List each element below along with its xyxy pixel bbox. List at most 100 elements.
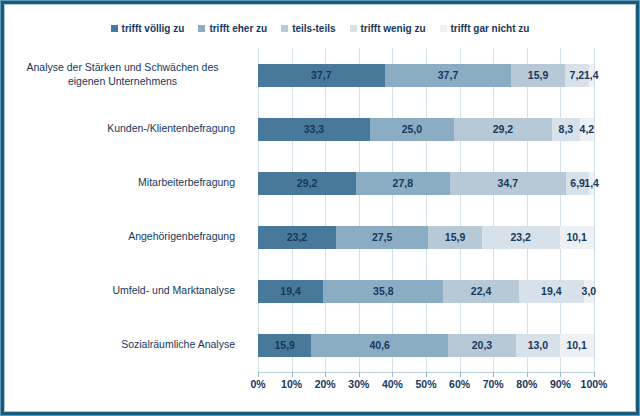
bar-segment: 15,9 [511,64,564,87]
x-axis-tick-label: 60% [449,378,470,390]
category-label-text: Sozialräumliche Analyse [121,338,235,352]
category-label-text: Kunden-/Klientenbefragung [107,122,235,136]
legend-item: trifft eher zu [198,23,267,34]
stacked-bar: 23,2 27,5 15,9 23,2 10,1 [258,226,594,249]
bar-segment-value: 34,7 [498,177,518,189]
bar-segment-value: 37,7 [311,69,331,81]
x-axis-tick-label: 70% [483,378,504,390]
category-label: Mitarbeiterbefragung [10,156,235,210]
bar-segment: 15,9 [428,226,481,249]
bar-segment: 27,5 [336,226,428,249]
bar-segment: 3,0 [584,280,594,303]
x-axis-tick-label: 10% [281,378,302,390]
axis-tick [560,372,561,377]
bar-rows: 37,737,715,97,21,433,325,029,28,34,229,2… [258,48,594,372]
category-label: Sozialräumliche Analyse [10,318,235,372]
x-axis-tick-label: 40% [382,378,403,390]
bar-segment-value: 3,0 [582,285,597,297]
bar-segment-value: 23,2 [287,231,307,243]
bar-segment: 8,3 [552,118,580,141]
bar-segment: 19,4 [519,280,584,303]
bar-row: 15,9 40,6 20,3 13,0 10,1 [258,318,594,372]
bar-segment-value: 33,3 [304,123,324,135]
stacked-bar: 19,4 35,8 22,4 19,4 3,0 [258,280,594,303]
stacked-bar: 37,737,715,97,21,4 [258,64,594,87]
legend-swatch-icon [198,25,205,32]
category-label: Analyse der Stärken und Schwächen des ei… [10,48,235,102]
gridline [594,48,595,372]
bar-segment: 13,0 [516,334,560,357]
bar-segment: 22,4 [443,280,518,303]
bar-row: 29,227,834,76,91,4 [258,156,594,210]
axis-tick [325,372,326,377]
axis-tick [292,372,293,377]
axis-tick [392,372,393,377]
bar-row: 23,2 27,5 15,9 23,2 10,1 [258,210,594,264]
category-labels: Analyse der Stärken und Schwächen des ei… [10,48,235,372]
legend-item: trifft völlig zu [111,23,185,34]
bar-row: 19,4 35,8 22,4 19,4 3,0 [258,264,594,318]
bar-segment-value: 29,2 [297,177,317,189]
bar-segment-value: 4,2 [580,123,595,135]
axis-tick [493,372,494,377]
bar-segment-value: 20,3 [472,339,492,351]
x-axis-tick-label: 80% [516,378,537,390]
legend-label: trifft wenig zu [361,23,426,34]
category-label-text: Mitarbeiterbefragung [138,176,235,190]
bar-segment-value: 1,4 [584,69,599,81]
axis-tick [426,372,427,377]
axis-tick [594,372,595,377]
bar-segment: 37,7 [385,64,512,87]
axis-tick [527,372,528,377]
bar-row: 33,3 25,0 29,2 8,3 4,2 [258,102,594,156]
category-label: Umfeld- und Marktanalyse [10,264,235,318]
bar-segment-value: 19,4 [280,285,300,297]
bar-segment: 25,0 [370,118,454,141]
bar-segment: 29,2 [258,172,356,195]
bar-segment: 29,2 [454,118,552,141]
bar-segment-value: 10,1 [566,231,586,243]
stacked-bar: 15,9 40,6 20,3 13,0 10,1 [258,334,594,357]
bar-segment-value: 15,9 [274,339,294,351]
x-axis-tick-label: 30% [348,378,369,390]
bar-segment: 4,2 [580,118,594,141]
bar-segment: 23,2 [482,226,560,249]
bar-segment: 20,3 [448,334,516,357]
bar-segment: 40,6 [311,334,447,357]
bar-segment-value: 27,5 [372,231,392,243]
category-label-text: Umfeld- und Marktanalyse [112,284,235,298]
bar-segment-value: 22,4 [471,285,491,297]
category-label-text: Analyse der Stärken und Schwächen des ei… [10,61,235,88]
bar-segment-value: 7,2 [570,69,585,81]
bar-segment-value: 10,1 [566,339,586,351]
x-axis-tick-label: 50% [415,378,436,390]
bar-segment: 10,1 [560,334,594,357]
x-axis-labels: 0%10%20%30%40%50%60%70%80%90%100% [258,378,594,391]
bar-segment-value: 6,9 [570,177,585,189]
x-axis-tick-label: 0% [250,378,265,390]
legend-swatch-icon [111,25,118,32]
plot-area: 37,737,715,97,21,433,325,029,28,34,229,2… [258,48,594,373]
category-label: Angehörigenbefragung [10,210,235,264]
x-axis-tick-label: 100% [581,378,608,390]
legend-label: trifft eher zu [209,23,267,34]
bar-segment: 34,7 [450,172,567,195]
legend: trifft völlig zu trifft eher zu teils-teil… [10,21,630,35]
bar-segment: 10,1 [560,226,594,249]
legend-label: teils-teils [292,23,335,34]
bar-segment: 33,3 [258,118,370,141]
bar-segment: 1,4 [589,172,594,195]
axis-tick [258,372,259,377]
bar-segment-value: 40,6 [369,339,389,351]
legend-item: trifft wenig zu [350,23,426,34]
bar-segment: 35,8 [323,280,443,303]
legend-swatch-icon [440,25,447,32]
bar-segment: 15,9 [258,334,311,357]
legend-label: trifft gar nicht zu [451,23,530,34]
bar-segment-value: 35,8 [373,285,393,297]
bar-segment-value: 19,4 [541,285,561,297]
bar-segment-value: 29,2 [493,123,513,135]
bar-segment-value: 8,3 [559,123,574,135]
bar-segment-value: 23,2 [511,231,531,243]
bar-segment: 1,4 [589,64,594,87]
